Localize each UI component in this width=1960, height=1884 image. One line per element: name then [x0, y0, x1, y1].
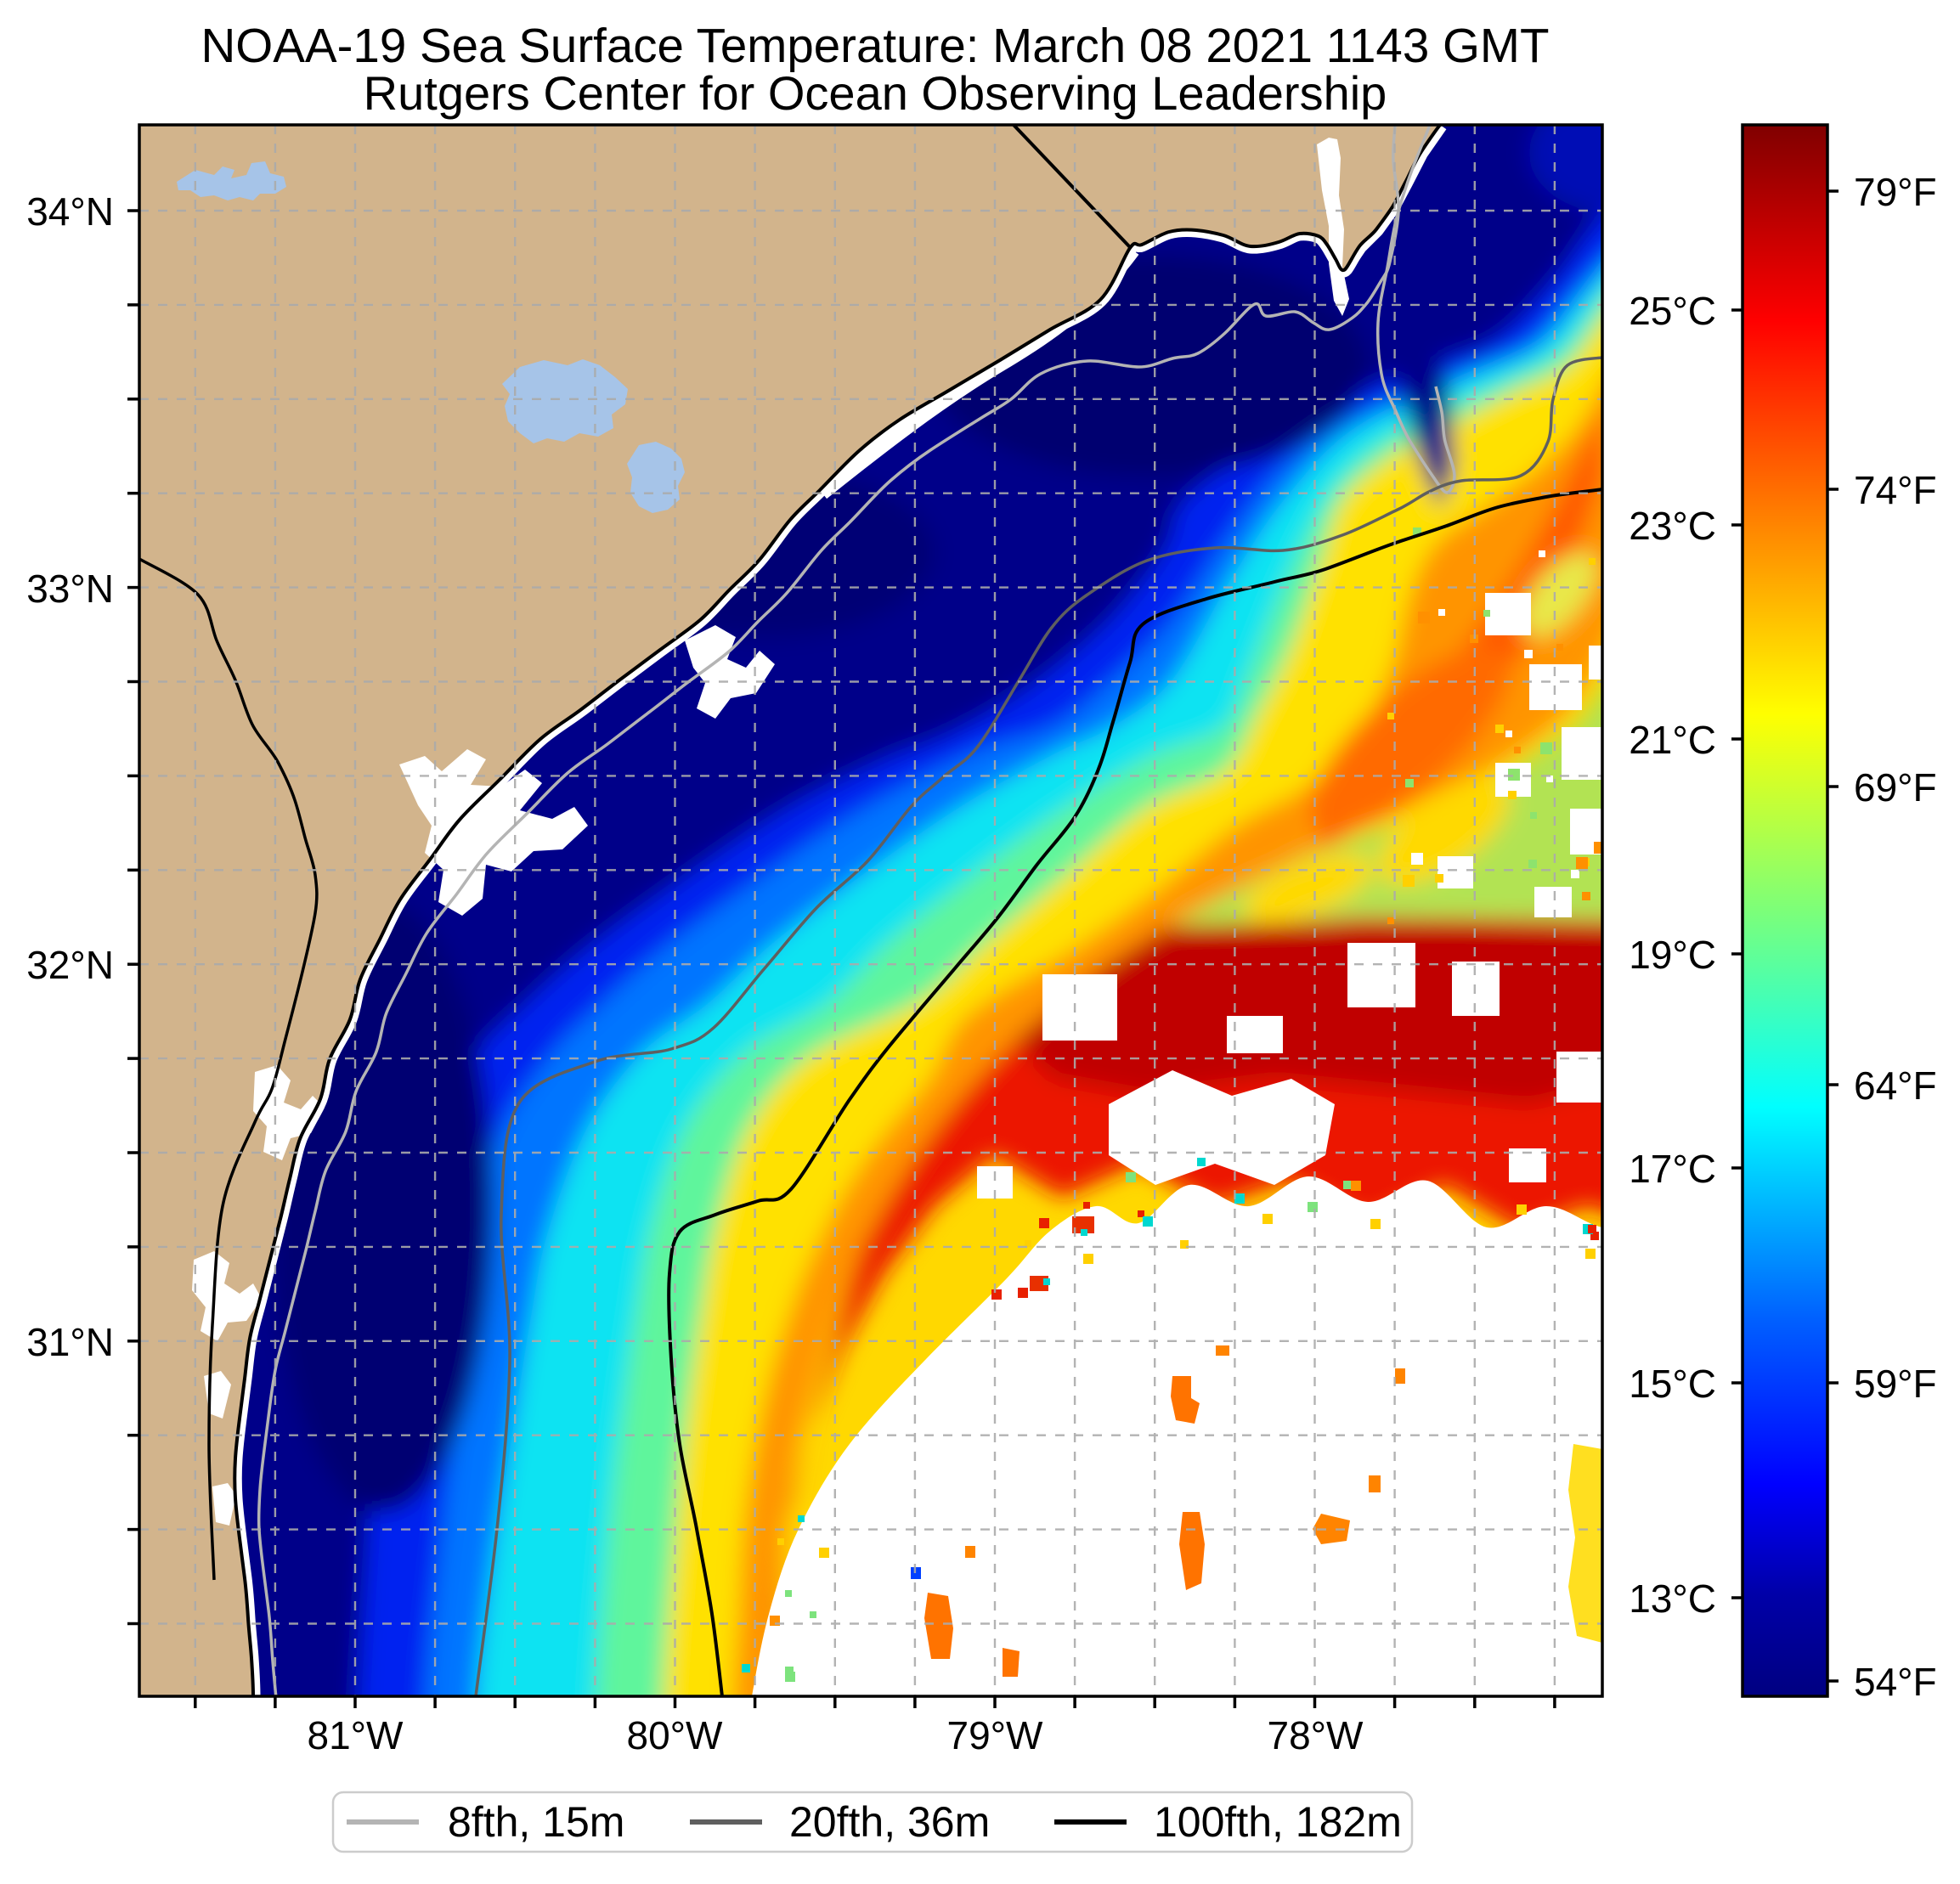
svg-text:8fth, 15m: 8fth, 15m	[448, 1798, 624, 1846]
svg-text:20fth, 36m: 20fth, 36m	[789, 1798, 990, 1846]
svg-text:23°C: 23°C	[1629, 504, 1716, 548]
svg-text:32°N: 32°N	[26, 943, 114, 987]
svg-text:78°W: 78°W	[1268, 1713, 1364, 1757]
svg-text:54°F: 54°F	[1854, 1660, 1937, 1704]
svg-text:31°N: 31°N	[26, 1320, 114, 1364]
svg-text:NOAA-19 Sea Surface Temperatur: NOAA-19 Sea Surface Temperature: March 0…	[201, 19, 1550, 72]
svg-text:100fth, 182m: 100fth, 182m	[1154, 1798, 1402, 1846]
svg-text:80°W: 80°W	[627, 1713, 724, 1757]
svg-text:15°C: 15°C	[1629, 1362, 1716, 1406]
svg-text:74°F: 74°F	[1854, 468, 1937, 512]
svg-text:19°C: 19°C	[1629, 933, 1716, 977]
svg-text:59°F: 59°F	[1854, 1362, 1937, 1406]
svg-text:33°N: 33°N	[26, 567, 114, 611]
svg-text:79°W: 79°W	[947, 1713, 1044, 1757]
svg-text:21°C: 21°C	[1629, 718, 1716, 762]
svg-text:34°N: 34°N	[26, 189, 114, 234]
svg-text:Rutgers Center for Ocean Obser: Rutgers Center for Ocean Observing Leade…	[364, 66, 1387, 120]
svg-text:17°C: 17°C	[1629, 1147, 1716, 1191]
svg-text:79°F: 79°F	[1854, 170, 1937, 214]
svg-text:81°W: 81°W	[308, 1713, 404, 1757]
svg-text:69°F: 69°F	[1854, 765, 1937, 809]
svg-text:25°C: 25°C	[1629, 289, 1716, 333]
svg-text:13°C: 13°C	[1629, 1577, 1716, 1621]
svg-text:64°F: 64°F	[1854, 1063, 1937, 1108]
